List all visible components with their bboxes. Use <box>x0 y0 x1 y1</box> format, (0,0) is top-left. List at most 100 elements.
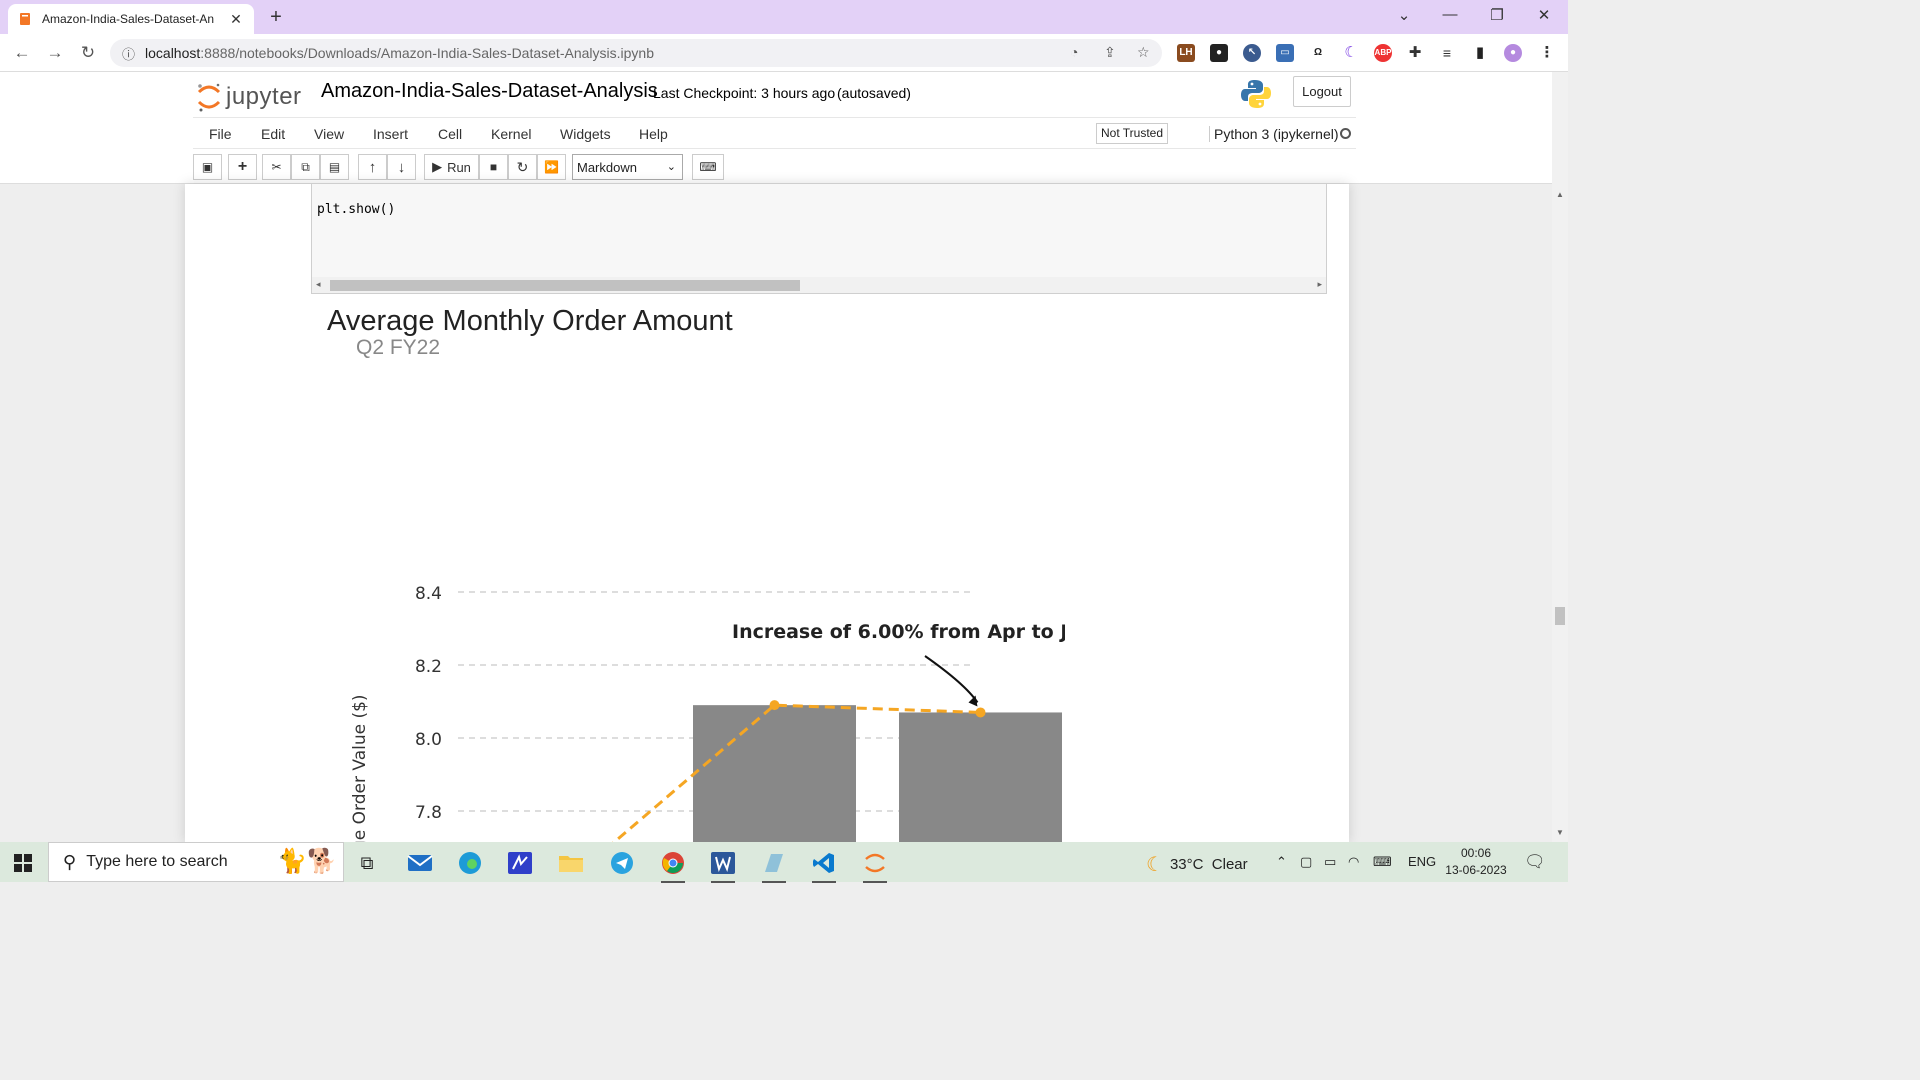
restore-icon[interactable]: ❐ <box>1490 7 1504 24</box>
search-icon: ⚲ <box>63 851 77 872</box>
code-cell-input[interactable]: plt.show() ◂ ▸ <box>311 184 1327 294</box>
chrome-icon[interactable] <box>653 848 693 883</box>
cut-icon[interactable]: ✂ <box>262 154 291 180</box>
bookmark-star-icon[interactable]: ☆ <box>1137 44 1150 60</box>
extension-lh-icon[interactable]: LH <box>1177 44 1195 62</box>
windows-start-icon[interactable] <box>14 854 32 872</box>
notifications-icon[interactable]: 🗨 <box>1524 852 1546 871</box>
restart-run-all-icon[interactable]: ⏩ <box>537 154 566 180</box>
chart-subtitle: Q2 FY22 <box>356 336 441 359</box>
reload-icon[interactable]: ↻ <box>80 43 96 62</box>
browser-tab[interactable]: Amazon-India-Sales-Dataset-An ✕ <box>8 4 254 34</box>
media-queue-icon[interactable]: ≡ <box>1442 45 1452 61</box>
powerautomate-icon[interactable] <box>500 848 540 878</box>
tab-search-chevron-icon[interactable]: ⌄ <box>1397 7 1411 24</box>
url-path: :8888/notebooks/Downloads/Amazon-India-S… <box>200 45 654 61</box>
show-hidden-icons-chevron-icon[interactable]: ⌃ <box>1276 854 1287 869</box>
extension-adblock-icon[interactable]: ABP <box>1374 44 1392 62</box>
language-indicator[interactable]: ENG <box>1408 854 1437 869</box>
cell-type-select[interactable]: Markdown ⌄ <box>572 154 683 180</box>
weather-text: 33°C Clear <box>1169 856 1248 873</box>
menu-view[interactable]: View <box>314 126 345 142</box>
code-scroll-thumb[interactable] <box>330 280 800 291</box>
logout-button[interactable]: Logout <box>1293 76 1351 107</box>
profile-avatar[interactable]: ● <box>1504 44 1522 62</box>
trust-status-button[interactable]: Not Trusted <box>1096 123 1169 144</box>
performance-icon[interactable]: ◔ <box>1070 44 1079 60</box>
close-tab-icon[interactable]: ✕ <box>230 10 242 27</box>
task-view-icon[interactable]: ⧉ <box>360 852 374 873</box>
keyboard-shortcuts-icon[interactable]: ⌨ <box>692 154 724 180</box>
run-icon: ▶ <box>432 159 443 174</box>
extension-toggle-icon[interactable]: ● <box>1210 44 1228 62</box>
y-tick-label: 8.0 <box>415 730 442 750</box>
mail-icon[interactable] <box>400 848 440 878</box>
word-icon[interactable] <box>703 848 743 883</box>
menu-kernel[interactable]: Kernel <box>491 126 532 142</box>
trend-point <box>975 707 986 718</box>
run-label: Run <box>447 159 471 175</box>
cell-type-value: Markdown <box>577 159 637 175</box>
site-info-icon[interactable]: ⓘ <box>122 46 136 62</box>
minimize-icon[interactable]: — <box>1442 6 1458 23</box>
paste-icon[interactable]: ▤ <box>320 154 349 180</box>
trend-point <box>769 700 780 711</box>
menu-edit[interactable]: Edit <box>261 126 286 142</box>
browser-menu-icon[interactable]: ⋮ <box>1539 44 1555 61</box>
move-down-icon[interactable]: ↓ <box>387 154 416 180</box>
insert-cell-icon[interactable]: + <box>228 154 257 180</box>
taskbar-clock[interactable]: 00:06 13-06-2023 <box>1440 845 1512 879</box>
side-panel-icon[interactable]: ▮ <box>1475 44 1485 61</box>
close-window-icon[interactable]: ✕ <box>1537 7 1551 24</box>
file-explorer-icon[interactable] <box>551 848 591 878</box>
vscode-icon[interactable] <box>804 848 844 883</box>
windows-taskbar: ⚲ Type here to search 🐈🐕 ⧉ ☾ 33°C Clear … <box>0 842 1568 883</box>
new-tab-icon[interactable]: + <box>270 6 282 28</box>
menu-cell[interactable]: Cell <box>438 126 463 142</box>
notes-app-icon[interactable] <box>754 848 794 883</box>
run-button[interactable]: ▶ Run <box>424 154 479 180</box>
extension-omega-icon[interactable]: Ω <box>1313 47 1323 58</box>
jupyter-logo-icon <box>197 83 221 112</box>
battery-icon[interactable]: ▭ <box>1324 854 1337 869</box>
notebook-title[interactable]: Amazon-India-Sales-Dataset-Analysis <box>321 80 658 102</box>
extension-dark-mode-icon[interactable]: ☾ <box>1344 44 1358 61</box>
annotation-arrow <box>924 655 979 704</box>
back-icon[interactable]: ← <box>13 43 31 62</box>
jupyter-logo[interactable]: jupyter <box>196 80 302 114</box>
notebook-container: plt.show() ◂ ▸ Average Monthly Order Amo… <box>185 184 1349 842</box>
scroll-left-icon[interactable]: ◂ <box>316 279 321 289</box>
code-horizontal-scrollbar[interactable]: ◂ ▸ <box>312 277 1326 293</box>
extensions-puzzle-icon[interactable]: ✚ <box>1408 44 1422 61</box>
interrupt-icon[interactable]: ■ <box>479 154 508 180</box>
save-icon[interactable]: ▣ <box>193 154 222 180</box>
annotation-text: Increase of 6.00% from Apr to Jun <box>732 621 1065 643</box>
menu-help[interactable]: Help <box>639 126 668 142</box>
edge-icon[interactable] <box>450 848 490 878</box>
meet-now-icon[interactable]: ▢ <box>1300 854 1313 869</box>
menu-file[interactable]: File <box>209 126 232 142</box>
jupyter-taskbar-icon[interactable] <box>855 848 895 883</box>
scroll-right-icon[interactable]: ▸ <box>1317 279 1322 289</box>
move-up-icon[interactable]: ↑ <box>358 154 387 180</box>
restart-icon[interactable]: ↻ <box>508 154 537 180</box>
bar-line-chart: 8.48.28.07.87.67.47.2Average Order Value… <box>350 584 1065 842</box>
page-scroll-thumb[interactable] <box>1555 607 1565 625</box>
copy-icon[interactable]: ⧉ <box>291 154 320 180</box>
keyboard-icon[interactable]: ⌨ <box>1373 854 1392 869</box>
extension-cursor-icon[interactable]: ↖ <box>1243 44 1261 62</box>
forward-icon[interactable]: → <box>46 43 64 62</box>
taskbar-search-input[interactable]: ⚲ Type here to search 🐈🐕 <box>48 842 344 882</box>
scroll-down-icon[interactable]: ▼ <box>1556 828 1564 837</box>
wifi-icon[interactable]: ◠ <box>1348 854 1360 869</box>
scroll-up-icon[interactable]: ▲ <box>1556 190 1564 199</box>
menu-insert[interactable]: Insert <box>373 126 409 142</box>
page-vertical-scrollbar[interactable]: ▲ ▼ <box>1552 72 1568 842</box>
share-icon[interactable]: ⇪ <box>1104 44 1116 60</box>
clock-time: 00:06 <box>1460 846 1492 860</box>
extension-screen-icon[interactable]: ▭ <box>1276 44 1294 62</box>
weather-widget[interactable]: ☾ 33°C Clear <box>1146 852 1248 877</box>
menu-widgets[interactable]: Widgets <box>560 126 611 142</box>
telegram-icon[interactable] <box>602 848 642 878</box>
url-input[interactable]: ⓘ localhost:8888/notebooks/Downloads/Ama… <box>110 39 1162 67</box>
